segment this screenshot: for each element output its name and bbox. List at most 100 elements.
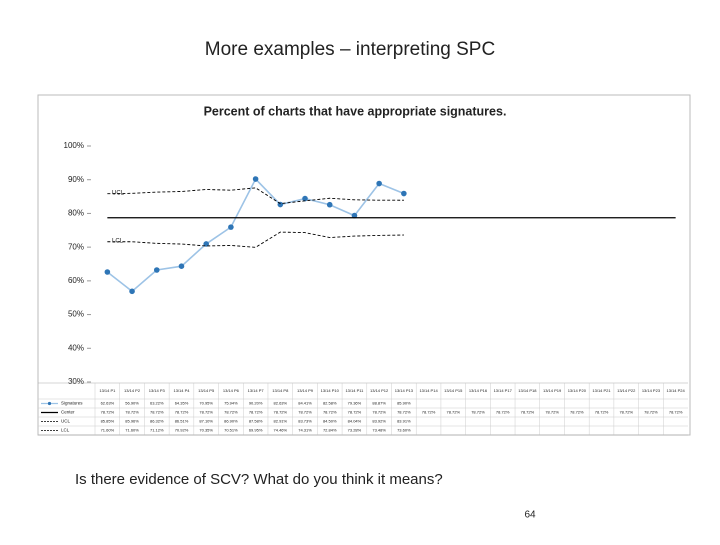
table-value: 78.72%	[595, 410, 609, 415]
table-value: 78.72%	[644, 410, 658, 415]
table-header: 13/14 P3	[149, 388, 166, 393]
table-header: 13/14 P18	[518, 388, 537, 393]
table-value: 78.72%	[101, 410, 115, 415]
legend-label: LCL	[61, 428, 70, 433]
table-value: 87.58%	[249, 419, 263, 424]
table-value: 88.87%	[372, 401, 386, 406]
legend-marker	[47, 401, 52, 406]
table-value: 78.72%	[496, 410, 510, 415]
y-tick-label: 80%	[68, 209, 84, 218]
table-value: 78.72%	[669, 410, 683, 415]
page-number: 64	[524, 510, 536, 521]
table-value: 78.72%	[521, 410, 535, 415]
series-line	[107, 187, 404, 205]
table-header: 13/14 P5	[198, 388, 215, 393]
table-value: 73.60%	[397, 428, 411, 433]
table-value: 78.72%	[372, 410, 386, 415]
table-header: 13/14 P8	[272, 388, 289, 393]
table-header: 13/14 P9	[297, 388, 314, 393]
table-header: 13/14 P19	[543, 388, 562, 393]
point	[203, 241, 209, 247]
table-value: 71.60%	[101, 428, 115, 433]
legend-label: Signatures	[61, 401, 83, 406]
table-value: 83.92%	[372, 419, 386, 424]
table-header: 13/14 P2	[124, 388, 141, 393]
table-value: 84.04%	[348, 419, 362, 424]
table-header: 13/14 P17	[494, 388, 513, 393]
table-header: 13/14 P6	[223, 388, 240, 393]
table-value: 70.92%	[175, 428, 189, 433]
point	[326, 201, 333, 208]
table-value: 86.32%	[150, 419, 164, 424]
table-value: 78.72%	[397, 410, 411, 415]
table-value: 85.96%	[125, 419, 139, 424]
table-header: 13/14 P12	[370, 388, 389, 393]
table-value: 75.94%	[224, 401, 238, 406]
table-header: 13/14 P10	[321, 388, 340, 393]
point	[104, 269, 111, 275]
table-value: 69.95%	[249, 428, 263, 433]
table-value: 78.72%	[224, 410, 238, 415]
table-value: 83.91%	[397, 419, 411, 424]
table-header: 13/14 P16	[469, 388, 488, 393]
table-value: 78.72%	[175, 410, 189, 415]
point	[129, 288, 135, 295]
table-value: 84.50%	[323, 419, 337, 424]
table-value: 70.51%	[224, 428, 238, 433]
y-tick-label: 60%	[68, 276, 84, 285]
table-value: 90.20%	[249, 401, 263, 406]
table-value: 79.36%	[348, 401, 362, 406]
table-value: 82.58%	[323, 401, 337, 406]
table-value: 83.73%	[298, 419, 312, 424]
table-value: 78.72%	[150, 410, 164, 415]
y-tick-label: 40%	[68, 343, 84, 352]
table-value: 63.22%	[150, 401, 164, 406]
table-header: 13/14 P7	[248, 388, 265, 393]
table-value: 64.35%	[175, 401, 189, 406]
point	[376, 180, 382, 187]
table-header: 13/14 P24	[667, 388, 686, 393]
table-value: 70.35%	[199, 428, 213, 433]
table-header: 13/14 P20	[568, 388, 587, 393]
table-value: 71.12%	[150, 428, 164, 433]
table-header: 13/14 P1	[99, 388, 116, 393]
chart-title: Percent of charts that have appropriate …	[204, 104, 507, 118]
point	[228, 224, 234, 230]
table-header: 13/14 P13	[395, 388, 414, 393]
table-value: 78.72%	[545, 410, 559, 415]
table-value: 56.90%	[125, 401, 139, 406]
y-tick-label: 30%	[68, 377, 84, 386]
table-header: 13/14 P22	[617, 388, 636, 393]
point	[252, 176, 259, 182]
table-value: 78.72%	[471, 410, 485, 415]
table-header: 13/14 P23	[642, 388, 661, 393]
table-value: 70.95%	[199, 401, 213, 406]
table-value: 85.85%	[101, 419, 115, 424]
y-tick-label: 70%	[68, 242, 84, 251]
table-value: 74.46%	[274, 428, 288, 433]
table-header: 13/14 P21	[592, 388, 611, 393]
table-value: 84.41%	[298, 401, 312, 406]
table-value: 78.72%	[125, 410, 139, 415]
series-line	[107, 231, 404, 248]
table-value: 74.31%	[298, 428, 312, 433]
table-value: 82.63%	[274, 401, 288, 406]
table-header: 13/14 P4	[173, 388, 190, 393]
slide-title: More examples – interpreting SPC	[205, 39, 495, 60]
table-value: 78.72%	[422, 410, 436, 415]
table-value: 87.10%	[199, 419, 213, 424]
y-tick-label: 100%	[64, 141, 84, 150]
table-value: 72.84%	[323, 428, 337, 433]
point	[401, 190, 407, 197]
table-value: 71.60%	[125, 428, 139, 433]
legend-label: UCL	[61, 419, 70, 424]
line-label: UCL	[112, 190, 125, 196]
table-value: 78.72%	[298, 410, 312, 415]
point	[153, 267, 160, 273]
table-header: 13/14 P11	[345, 388, 364, 393]
y-tick-label: 50%	[68, 310, 84, 319]
chart-frame	[37, 94, 691, 436]
table-value: 73.48%	[372, 428, 386, 433]
table-value: 78.72%	[619, 410, 633, 415]
